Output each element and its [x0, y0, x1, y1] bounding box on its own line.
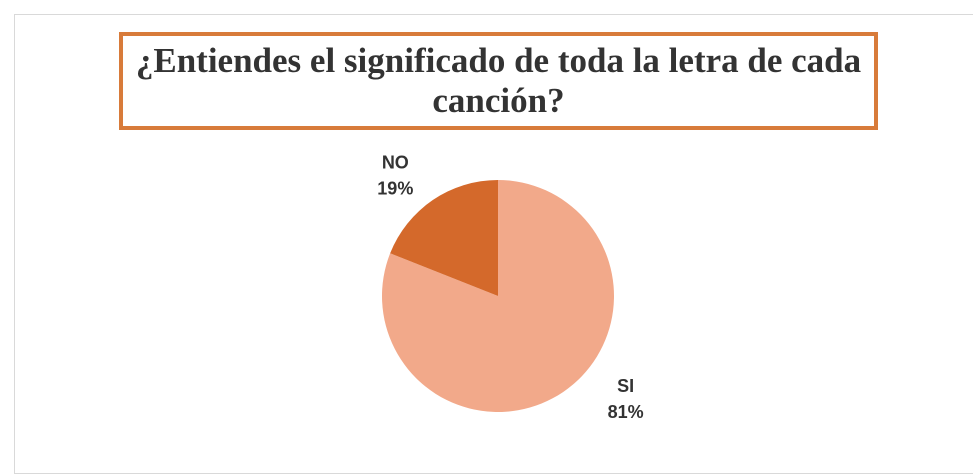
page: ¿Entiendes el significado de toda la let…: [14, 14, 973, 474]
chart-title: ¿Entiendes el significado de toda la let…: [119, 32, 878, 130]
value-label: 19%: [377, 179, 413, 199]
pie-slice: [382, 180, 615, 412]
value-label: 81%: [608, 402, 644, 422]
category-label: SI: [617, 376, 634, 396]
category-label: NO: [382, 153, 409, 173]
pie-slice: [390, 180, 498, 296]
chart: SI 81% NO 19%: [377, 153, 644, 422]
